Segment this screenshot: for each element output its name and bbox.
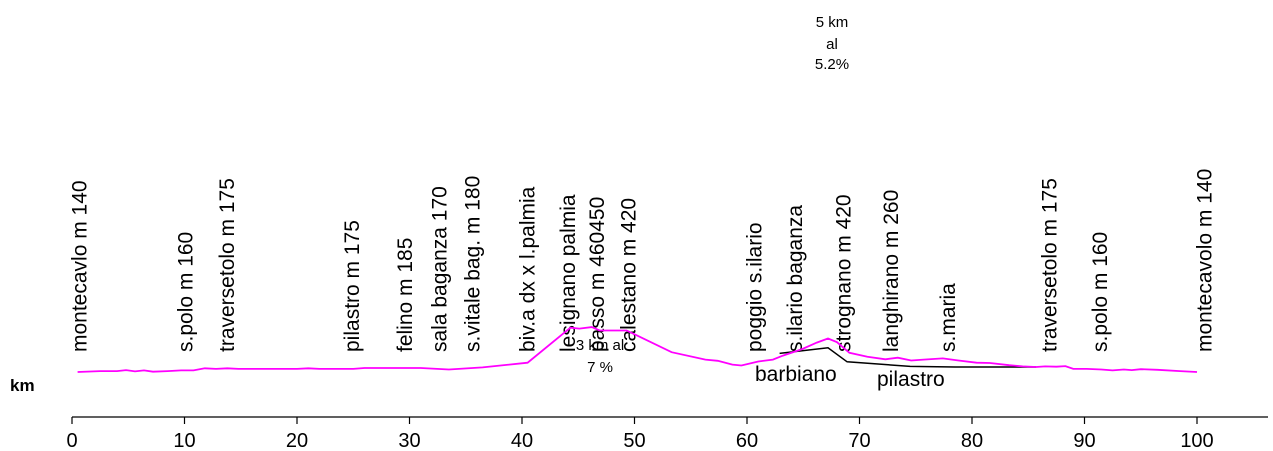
x-tick-label: 60 xyxy=(736,430,758,451)
place-label: lesignano palmia xyxy=(557,194,580,352)
x-tick-label: 90 xyxy=(1073,430,1095,451)
place-label: calestano m 420 xyxy=(618,198,641,352)
annotation-climb-2-line-2: al xyxy=(826,36,838,53)
place-label: biv.a dx x l.palmia xyxy=(516,186,539,352)
place-label: s.vitale bag. m 180 xyxy=(461,176,484,352)
annotation-barbiano: barbiano xyxy=(755,363,837,386)
x-tick-label: 20 xyxy=(286,430,308,451)
axis-unit-label: km xyxy=(10,376,35,395)
x-tick-label: 0 xyxy=(66,430,77,451)
x-tick-label: 50 xyxy=(623,430,645,451)
place-label: montecavolo m 140 xyxy=(1194,169,1217,352)
main-route-profile-line xyxy=(77,326,1198,373)
x-tick-label: 80 xyxy=(961,430,983,451)
place-label: sala baganza 170 xyxy=(429,186,452,352)
place-label: s.polo m 160 xyxy=(1089,232,1112,352)
annotation-climb-2: 5 km al 5.2% xyxy=(815,14,849,73)
place-label: s.maria xyxy=(937,283,960,352)
place-labels: montecavlo m 140 s.polo m 160 traversetolo… xyxy=(69,169,1217,352)
variant-route-line xyxy=(779,347,1037,368)
annotation-climb-2-line-1: 5 km xyxy=(816,14,849,31)
place-label: strognano m 420 xyxy=(833,194,856,352)
place-label: montecavlo m 140 xyxy=(69,180,92,352)
place-label: traversetolo m 175 xyxy=(216,178,239,352)
place-label: pilastro m 175 xyxy=(341,220,364,352)
annotation-pilastro: pilastro xyxy=(877,368,945,391)
x-tick-label: 100 xyxy=(1180,430,1213,451)
annotation-climb-2-line-3: 5.2% xyxy=(815,56,849,73)
x-tick-label: 40 xyxy=(511,430,533,451)
place-label: s.polo m 160 xyxy=(174,232,197,352)
x-axis-ticks: 0 10 20 30 40 50 60 70 80 90 100 xyxy=(66,417,1214,451)
place-label: poggio s.ilario xyxy=(744,222,767,352)
place-label: traversetolo m 175 xyxy=(1038,178,1061,352)
annotation-climb-1: 3 km al 7 % xyxy=(576,337,624,376)
place-label: langhirano m 260 xyxy=(880,190,903,352)
x-tick-label: 70 xyxy=(848,430,870,451)
place-label: felino m 185 xyxy=(394,238,417,352)
annotation-climb-1-line-1: 3 km al xyxy=(576,337,624,354)
x-tick-label: 30 xyxy=(398,430,420,451)
annotation-climb-1-line-2: 7 % xyxy=(587,359,613,376)
place-label: s.ilario baganza xyxy=(784,205,807,352)
place-label: passo m 460450 xyxy=(586,197,609,352)
x-tick-label: 10 xyxy=(173,430,195,451)
